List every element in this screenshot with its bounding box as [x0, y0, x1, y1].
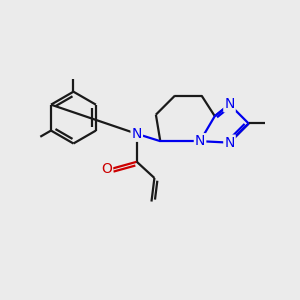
Text: N: N [132, 127, 142, 141]
Text: N: N [224, 136, 235, 150]
Text: N: N [195, 134, 205, 148]
Text: N: N [224, 98, 235, 111]
Text: O: O [101, 162, 112, 176]
